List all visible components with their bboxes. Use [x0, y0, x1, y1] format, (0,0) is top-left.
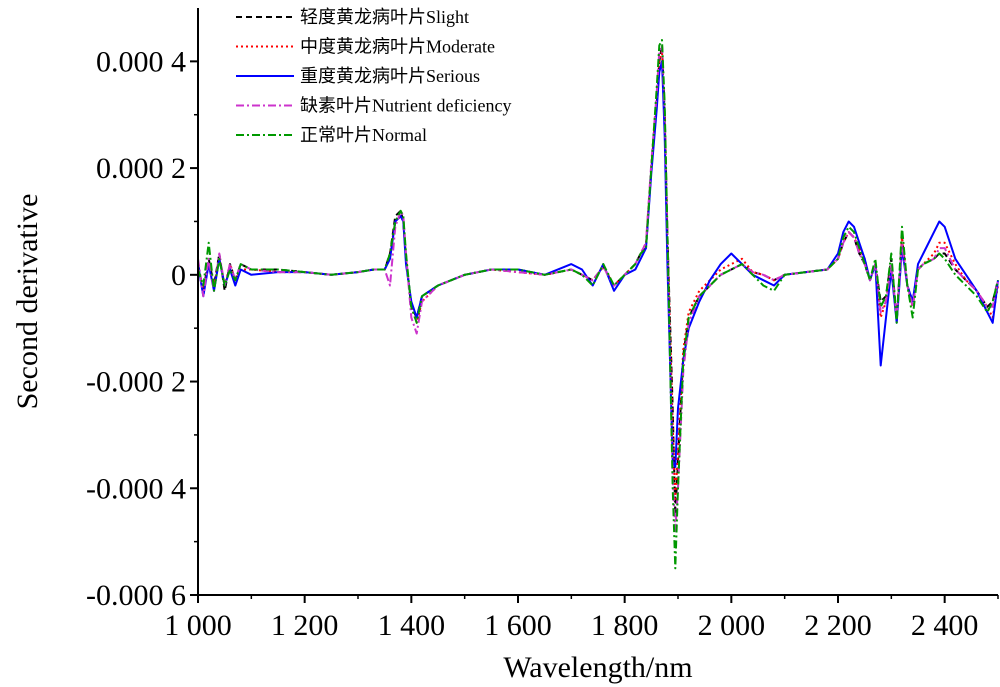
series-layer [197, 39, 999, 570]
legend-label: 缺素叶片Nutrient deficiency [300, 96, 511, 116]
x-axis-title: Wavelength/nm [503, 651, 692, 684]
x-tick-label: 1 400 [378, 609, 446, 642]
y-tick-label: 0.000 2 [96, 152, 186, 185]
legend-label: 轻度黄龙病叶片Slight [300, 7, 469, 27]
axes [197, 8, 998, 596]
x-tick-label: 2 400 [911, 609, 979, 642]
y-axis-title: Second derivative [11, 194, 44, 410]
legend-label: 正常叶片Normal [300, 125, 427, 145]
y-ticks: 0.000 4 0.000 2 0 -0.000 2 -0.000 4 -0.000 6 [86, 45, 198, 612]
x-tick-label: 1 800 [591, 609, 659, 642]
legend: 轻度黄龙病叶片Slight 中度黄龙病叶片Moderate 重度黄龙病叶片Serio… [236, 7, 511, 145]
y-tick-label: -0.000 4 [86, 472, 186, 505]
y-tick-label: 0.000 4 [96, 45, 186, 78]
legend-label: 中度黄龙病叶片Moderate [300, 37, 495, 57]
x-tick-label: 1 600 [484, 609, 552, 642]
x-tick-label: 1 000 [164, 609, 232, 642]
x-ticks: 1 000 1 200 1 400 1 600 1 800 2 000 2 200 2 400 [164, 595, 999, 642]
x-tick-label: 1 200 [271, 609, 339, 642]
series-line-3 [197, 44, 999, 532]
y-tick-label: -0.000 2 [86, 366, 186, 399]
series-line-2 [197, 60, 999, 468]
legend-label: 重度黄龙病叶片Serious [300, 66, 480, 86]
x-tick-label: 2 200 [804, 609, 872, 642]
y-tick-label: 0 [171, 259, 186, 292]
series-line-4 [197, 39, 999, 570]
y-tick-label: -0.000 6 [86, 579, 186, 612]
x-tick-label: 2 000 [698, 609, 766, 642]
